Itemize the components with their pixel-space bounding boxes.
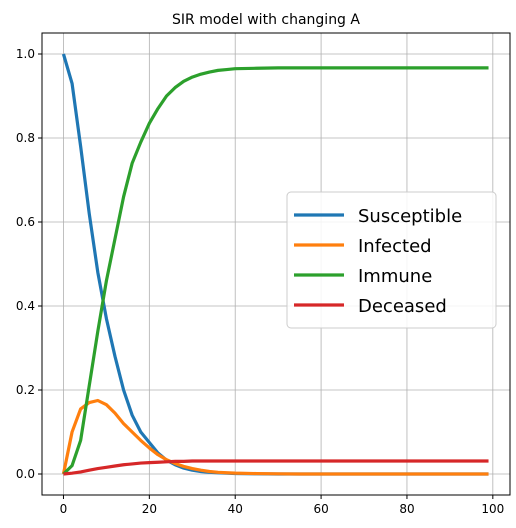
legend-label-susceptible: Susceptible — [358, 206, 462, 227]
x-tick-label: 60 — [313, 502, 328, 516]
y-tick-label: 0.4 — [16, 299, 35, 313]
chart-title: SIR model with changing A — [172, 12, 360, 28]
legend-label-immune: Immune — [358, 266, 432, 287]
y-tick-label: 1.0 — [16, 47, 35, 61]
x-tick-label: 20 — [142, 502, 157, 516]
legend-box — [286, 191, 497, 329]
x-tick-label: 100 — [481, 502, 504, 516]
axis-ticks: 0 20 40 60 80 100 0.0 0.2 0.4 0.6 0.8 1.0 — [16, 47, 504, 516]
legend-label-infected: Infected — [358, 236, 432, 257]
plot-area-frame — [41, 32, 511, 496]
y-tick-label: 0.2 — [16, 383, 35, 397]
series-lines — [61, 53, 489, 476]
y-tick-label: 0.8 — [16, 131, 35, 145]
legend-label-deceased: Deceased — [358, 296, 447, 317]
y-tick-label: 0.6 — [16, 215, 35, 229]
legend: Susceptible Infected Immune Deceased — [286, 191, 497, 329]
x-tick-label: 40 — [228, 502, 243, 516]
x-tick-label: 80 — [399, 502, 414, 516]
series-line-deceased — [63, 459, 489, 476]
x-tick-label: 0 — [60, 502, 68, 516]
series-line-immune — [62, 66, 489, 476]
series-line-infected — [61, 398, 489, 476]
y-tick-label: 0.0 — [16, 467, 35, 481]
